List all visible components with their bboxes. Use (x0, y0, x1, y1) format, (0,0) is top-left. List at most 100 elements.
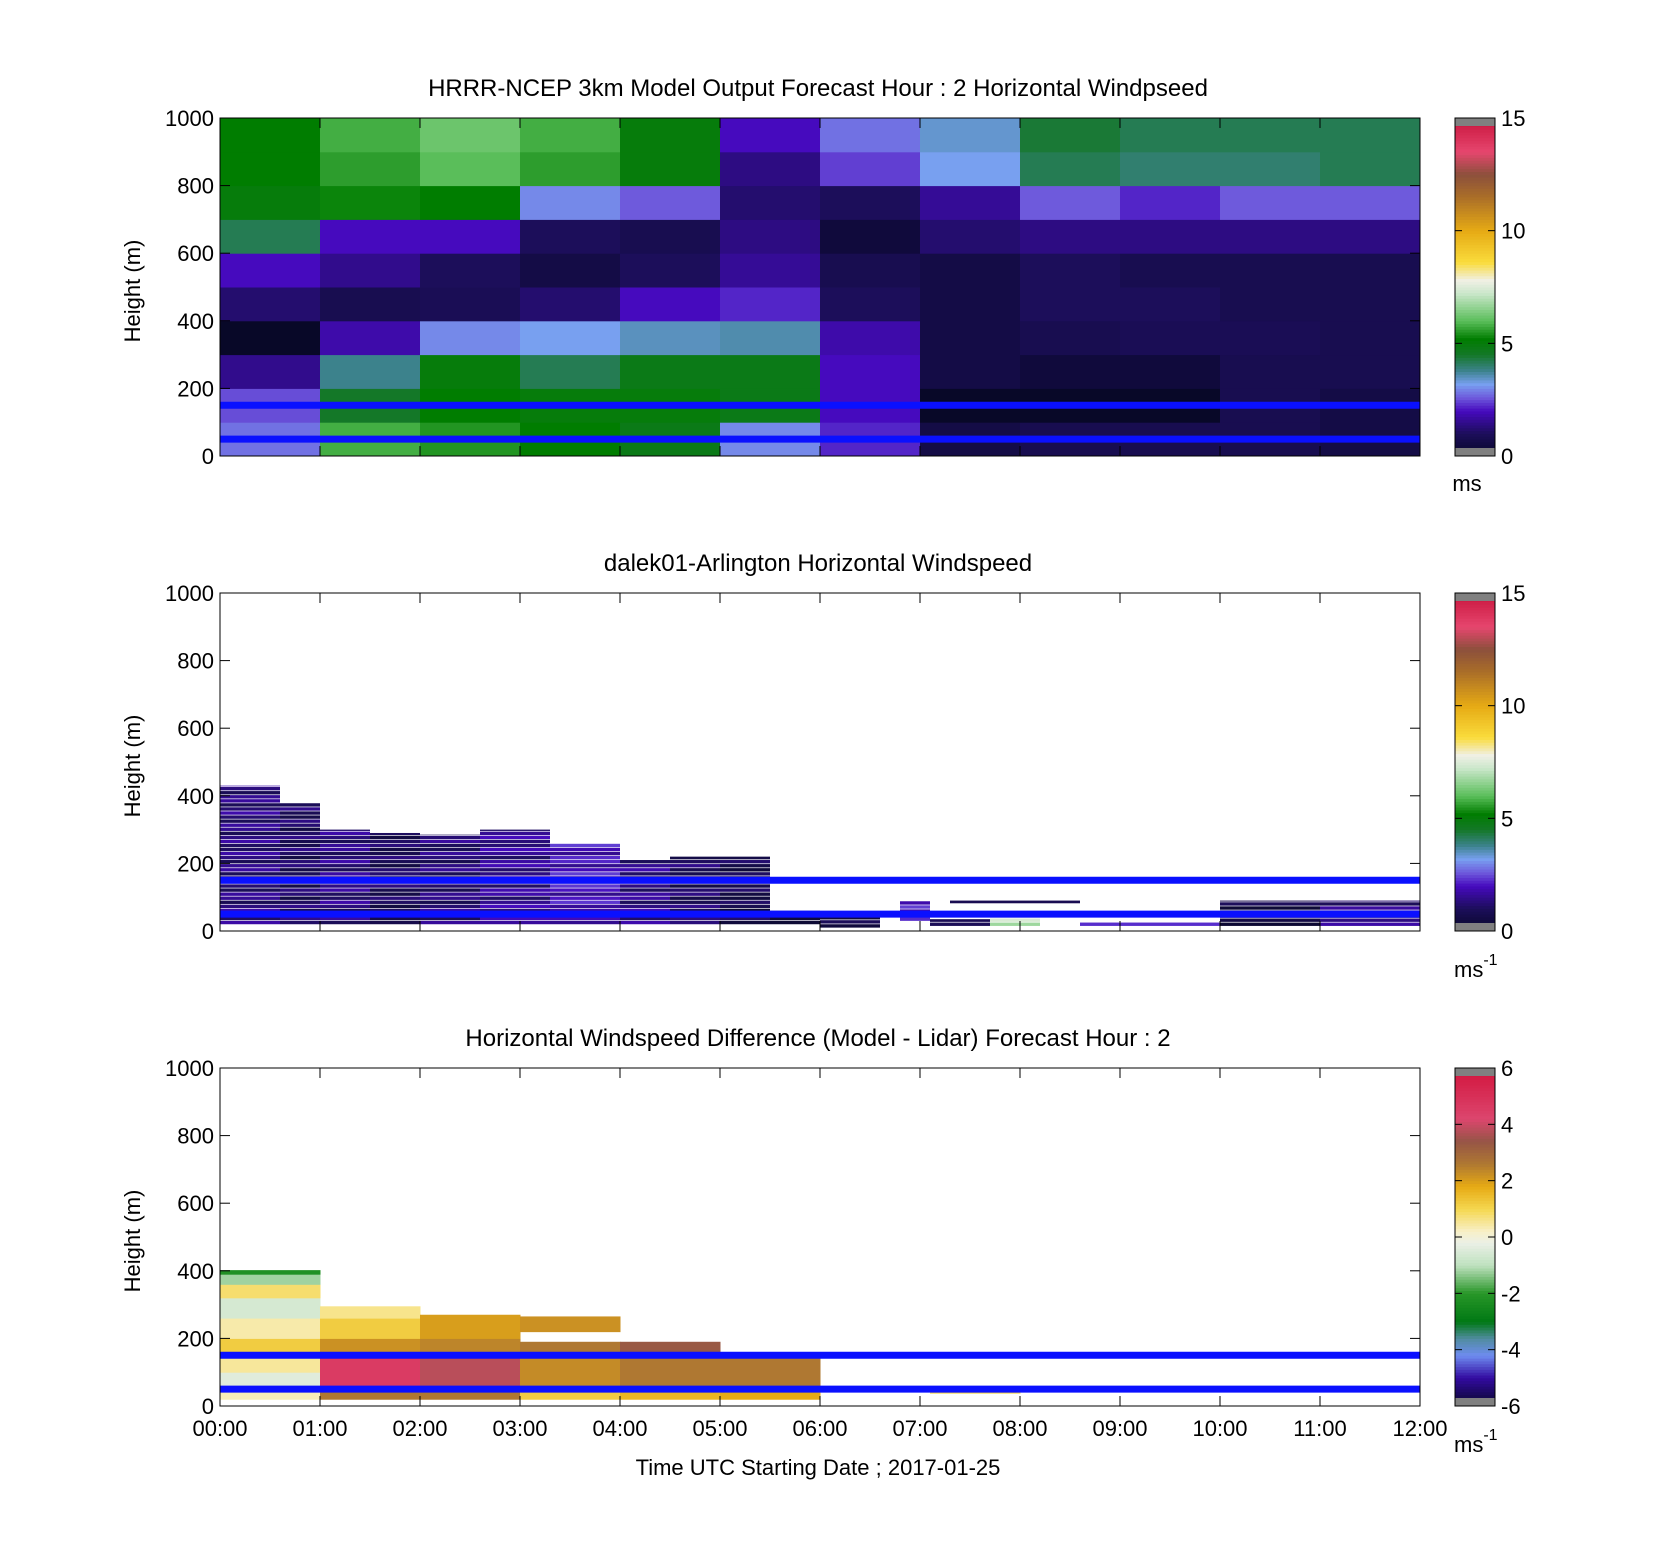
colorbar-swatch (1455, 1346, 1495, 1351)
colorbar-swatch (1455, 261, 1495, 265)
colorbar-tick-label: 5 (1501, 806, 1513, 831)
heatmap-cell (1320, 118, 1420, 153)
colorbar-swatch (1455, 747, 1495, 752)
lidar-gate (220, 799, 280, 803)
colorbar-swatch (1455, 671, 1495, 676)
lidar-gate (420, 920, 480, 925)
colorbar-swatch (1455, 1163, 1495, 1168)
colorbar-swatch (1455, 137, 1495, 142)
y-tick-label: 1000 (165, 1056, 214, 1081)
lidar-gate (280, 851, 320, 856)
heatmap-cell (620, 354, 721, 389)
colorbar-swatch (1455, 134, 1495, 139)
lidar-gate (320, 872, 370, 876)
colorbar-swatch (1455, 1231, 1495, 1235)
colorbar-swatch (1455, 236, 1495, 240)
lidar-gate (220, 811, 280, 815)
colorbar-swatch (1455, 623, 1495, 628)
lidar-gate (550, 884, 620, 888)
lidar-gate (620, 872, 670, 876)
colorbar-swatch (1455, 377, 1495, 381)
y-tick-label: 600 (177, 1191, 214, 1216)
heatmap-cell (220, 219, 321, 254)
lidar-gate (280, 819, 320, 823)
colorbar-swatch (1455, 638, 1495, 642)
lidar-gate (480, 884, 550, 888)
colorbar-swatch (1455, 326, 1495, 330)
colorbar-swatch (1455, 711, 1495, 715)
lidar-gate (370, 868, 420, 872)
lidar-gate (220, 795, 280, 799)
lidar-gate (620, 908, 670, 913)
lidar-gate (320, 916, 370, 921)
lidar-gate (1220, 922, 1320, 926)
heatmap-cell (1020, 253, 1121, 288)
lidar-gate (320, 860, 370, 864)
colorbar-swatch (1455, 809, 1495, 814)
difference-cell (220, 1270, 321, 1275)
colorbar-swatch (1455, 1355, 1495, 1359)
colorbar-swatch (1455, 1304, 1495, 1308)
colorbar-swatch (1455, 1144, 1495, 1148)
difference-cell (620, 1355, 721, 1387)
colorbar-swatch (1455, 742, 1495, 746)
colorbar-swatch (1455, 914, 1495, 918)
lidar-gate (670, 856, 720, 860)
colorbar-swatch (1455, 163, 1495, 167)
lidar-gate (480, 864, 550, 868)
heatmap-cell (1120, 253, 1221, 288)
heatmap-cell (420, 354, 521, 389)
lidar-gate (280, 892, 320, 896)
x-tick-label: 05:00 (692, 1416, 747, 1441)
colorbar-swatch (1455, 1335, 1495, 1339)
lidar-gate (280, 815, 320, 819)
heatmap-cell (1020, 118, 1121, 153)
heatmap-cell (720, 219, 821, 254)
lidar-gate (320, 920, 370, 925)
colorbar-swatch (1455, 891, 1495, 895)
colorbar-swatch (1455, 685, 1495, 690)
colorbar-swatch (1455, 323, 1495, 327)
colorbar-swatch (1455, 1146, 1495, 1151)
colorbar-swatch (1455, 618, 1495, 622)
lidar-gate (220, 908, 280, 913)
colorbar-swatch (1455, 1200, 1495, 1204)
lidar-gate (550, 851, 620, 856)
colorbar-swatch (1455, 1383, 1495, 1387)
colorbar-tick-label: 6 (1501, 1056, 1513, 1081)
colorbar-swatch (1455, 312, 1495, 316)
difference-cell (220, 1338, 321, 1353)
lidar-gate (720, 872, 770, 876)
colorbar-swatch (1455, 264, 1495, 268)
colorbar-swatch (1455, 1318, 1495, 1322)
y-tick-label: 0 (202, 919, 214, 944)
colorbar-swatch (1455, 804, 1495, 808)
colorbar-swatch (1455, 1341, 1495, 1345)
y-tick-label: 200 (177, 1326, 214, 1351)
colorbar-swatch (1455, 1287, 1495, 1292)
lidar-gate (370, 872, 420, 876)
lidar-gate (320, 892, 370, 896)
lidar-gate (670, 860, 720, 864)
lidar-gate (620, 900, 670, 904)
heatmap-cell (1320, 320, 1420, 356)
colorbar-swatch (1455, 1228, 1495, 1232)
colorbar-swatch (1455, 784, 1495, 788)
colorbar-swatch (1455, 436, 1495, 440)
colorbar-tick-label: 0 (1501, 1225, 1513, 1250)
colorbar-swatch (1455, 1375, 1495, 1379)
lidar-gate (370, 835, 420, 840)
colorbar-swatch (1455, 151, 1495, 156)
heatmap-cell (320, 118, 421, 153)
colorbar-swatch (1455, 301, 1495, 305)
y-tick-label: 800 (177, 174, 214, 199)
colorbar-swatch (1455, 309, 1495, 313)
heatmap-cell (1220, 219, 1321, 254)
colorbar-swatch (1455, 1189, 1495, 1193)
lidar-gate (770, 916, 820, 921)
heatmap-cell (920, 185, 1021, 220)
colorbar-swatch (1455, 609, 1495, 614)
colorbar-swatch (1455, 1222, 1495, 1227)
colorbar-swatch (1455, 1135, 1495, 1139)
lidar-gate (370, 884, 420, 888)
